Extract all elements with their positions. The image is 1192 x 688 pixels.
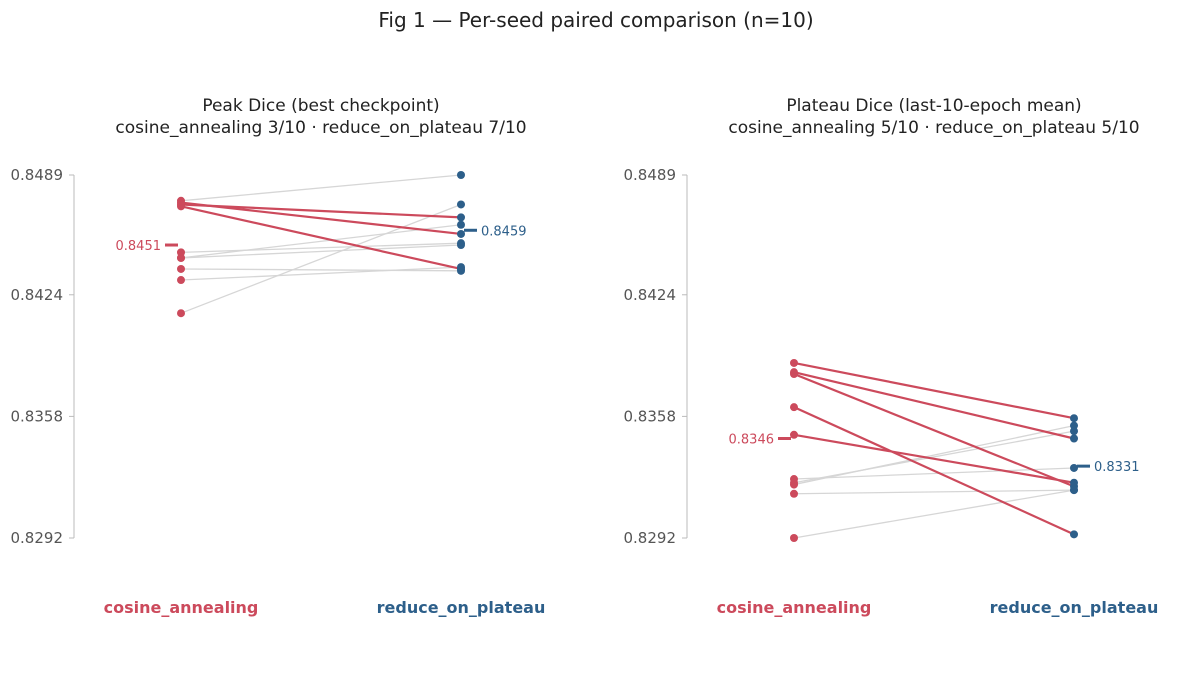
point-cosine-annealing <box>790 489 798 498</box>
pair-line-neutral <box>180 174 462 202</box>
panel-title-line1: Peak Dice (best checkpoint) <box>202 96 439 116</box>
pair-line-neutral <box>180 203 462 314</box>
panel-peak-dice: Peak Dice (best checkpoint) cosine_annea… <box>11 96 546 617</box>
data-points <box>790 358 1078 542</box>
point-cosine-annealing <box>177 202 185 211</box>
point-cosine-annealing <box>790 430 798 439</box>
y-tick-label: 0.8292 <box>624 529 677 547</box>
mean-label-reduce-on-plateau: 0.8459 <box>481 224 527 239</box>
y-tick-label: 0.8424 <box>624 286 677 304</box>
point-reduce-on-plateau <box>1070 486 1078 495</box>
y-tick-label: 0.8489 <box>624 166 677 184</box>
y-tick-label: 0.8489 <box>11 166 64 184</box>
panel-plateau-dice: Plateau Dice (last-10-epoch mean) cosine… <box>624 96 1159 617</box>
point-cosine-annealing <box>177 264 185 273</box>
panel-title-line2: cosine_annealing 3/10 · reduce_on_platea… <box>115 118 526 138</box>
point-reduce-on-plateau <box>457 229 465 238</box>
point-cosine-annealing <box>790 403 798 412</box>
mean-markers: 0.8346 0.8331 <box>729 432 1140 475</box>
y-tick-label: 0.8358 <box>624 407 677 425</box>
y-ticks: 0.8489 0.8424 0.8358 0.8292 <box>11 166 74 547</box>
category-label-cosine-annealing: cosine_annealing <box>104 598 259 617</box>
pair-lines <box>180 174 462 314</box>
category-label-cosine-annealing: cosine_annealing <box>717 598 872 617</box>
point-cosine-annealing <box>177 253 185 262</box>
pair-line-cosine-win <box>793 371 1075 440</box>
panel-title-line2: cosine_annealing 5/10 · reduce_on_platea… <box>728 118 1139 138</box>
data-points <box>177 171 465 318</box>
pair-line-neutral <box>180 266 462 281</box>
point-reduce-on-plateau <box>1070 427 1078 436</box>
pair-line-cosine-win <box>180 201 462 236</box>
pair-line-neutral <box>180 242 462 254</box>
pair-line-cosine-win <box>793 361 1075 420</box>
point-reduce-on-plateau <box>457 171 465 179</box>
point-cosine-annealing <box>177 248 185 257</box>
point-reduce-on-plateau <box>457 241 465 250</box>
pair-line-cosine-win <box>793 372 1075 488</box>
point-reduce-on-plateau <box>457 263 465 272</box>
mean-label-cosine-annealing: 0.8451 <box>116 239 162 254</box>
point-reduce-on-plateau <box>457 220 465 229</box>
category-label-reduce-on-plateau: reduce_on_plateau <box>990 598 1159 617</box>
mean-label-cosine-annealing: 0.8346 <box>729 432 775 447</box>
y-ticks: 0.8489 0.8424 0.8358 0.8292 <box>624 166 687 547</box>
point-cosine-annealing <box>177 309 185 318</box>
point-cosine-annealing <box>790 478 798 487</box>
point-cosine-annealing <box>790 534 798 542</box>
y-tick-label: 0.8292 <box>11 529 64 547</box>
point-reduce-on-plateau <box>1070 478 1078 487</box>
pair-line-cosine-win <box>793 433 1075 484</box>
pair-lines <box>793 361 1075 539</box>
point-cosine-annealing <box>790 358 798 367</box>
pair-line-neutral <box>793 489 1075 495</box>
point-reduce-on-plateau <box>1070 530 1078 539</box>
pair-line-neutral <box>793 467 1075 480</box>
point-reduce-on-plateau <box>1070 434 1078 443</box>
point-reduce-on-plateau <box>1070 421 1078 430</box>
panel-title-line1: Plateau Dice (last-10-epoch mean) <box>786 96 1081 116</box>
pair-line-neutral <box>180 268 462 272</box>
pair-line-cosine-win <box>793 406 1075 536</box>
point-reduce-on-plateau <box>457 213 465 222</box>
pair-line-cosine-win <box>180 203 462 219</box>
mean-label-reduce-on-plateau: 0.8331 <box>1094 460 1140 475</box>
pair-line-neutral <box>180 244 462 259</box>
point-reduce-on-plateau <box>457 200 465 209</box>
mean-markers: 0.8451 0.8459 <box>116 224 527 254</box>
figure-suptitle: Fig 1 — Per-seed paired comparison (n=10… <box>378 8 813 32</box>
point-reduce-on-plateau <box>1070 414 1078 423</box>
pair-line-cosine-win <box>180 205 462 271</box>
point-reduce-on-plateau <box>1070 463 1078 472</box>
point-cosine-annealing <box>790 370 798 379</box>
pair-line-neutral <box>180 224 462 259</box>
point-cosine-annealing <box>177 276 185 285</box>
y-tick-label: 0.8424 <box>11 286 64 304</box>
category-label-reduce-on-plateau: reduce_on_plateau <box>377 598 546 617</box>
pair-line-neutral <box>793 430 1075 484</box>
pair-line-neutral <box>793 489 1075 539</box>
y-tick-label: 0.8358 <box>11 407 64 425</box>
